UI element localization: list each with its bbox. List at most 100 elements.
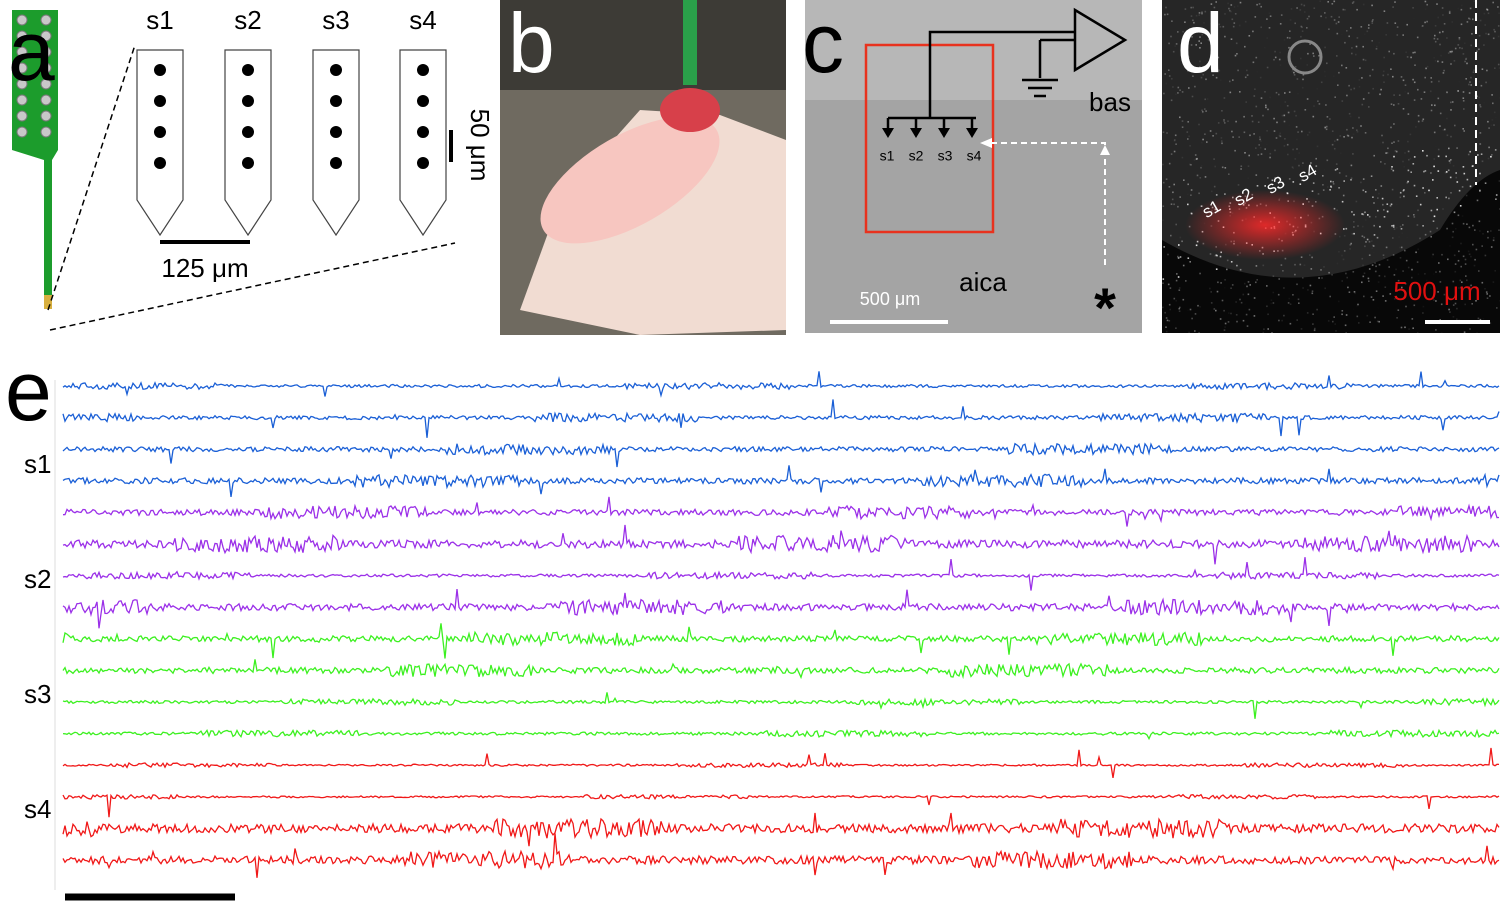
speck bbox=[1448, 12, 1451, 14]
speck bbox=[1405, 51, 1407, 54]
speck bbox=[1423, 91, 1426, 93]
speck bbox=[1479, 190, 1481, 192]
speck bbox=[1377, 307, 1379, 309]
speck bbox=[1407, 113, 1410, 115]
photo-animal bbox=[540, 116, 720, 244]
speck bbox=[1237, 69, 1239, 72]
speck bbox=[1221, 110, 1223, 112]
speck bbox=[1368, 254, 1371, 256]
speck bbox=[1315, 165, 1318, 167]
speck bbox=[1437, 170, 1440, 172]
speck bbox=[1443, 293, 1446, 296]
speck bbox=[1421, 120, 1424, 122]
speck bbox=[1165, 330, 1168, 333]
photo-texture bbox=[1162, 0, 1500, 335]
speck bbox=[1267, 313, 1269, 316]
speck bbox=[1406, 56, 1409, 58]
speck bbox=[1211, 190, 1213, 193]
speck bbox=[1213, 308, 1216, 310]
speck bbox=[1498, 12, 1500, 15]
speck bbox=[1260, 26, 1262, 29]
speck bbox=[1216, 290, 1219, 293]
speck bbox=[1453, 211, 1456, 214]
speck bbox=[1491, 154, 1493, 156]
speck bbox=[1332, 181, 1334, 183]
speck bbox=[1478, 96, 1481, 99]
speck bbox=[1392, 237, 1394, 239]
speck bbox=[1195, 14, 1198, 17]
speck bbox=[1188, 331, 1190, 334]
speck bbox=[1204, 176, 1207, 178]
speck bbox=[1194, 330, 1196, 332]
speck bbox=[1424, 21, 1426, 24]
speck bbox=[1389, 293, 1392, 295]
speck bbox=[1227, 312, 1230, 314]
speck bbox=[1407, 150, 1410, 153]
speck bbox=[1235, 120, 1237, 123]
speck bbox=[1372, 245, 1375, 247]
speck bbox=[1333, 0, 1336, 3]
speck bbox=[1396, 26, 1399, 28]
speck bbox=[1461, 47, 1463, 50]
speck bbox=[1479, 230, 1481, 232]
speck bbox=[1371, 247, 1373, 249]
speck bbox=[1258, 3, 1261, 5]
speck bbox=[1329, 189, 1331, 191]
speck bbox=[1178, 287, 1181, 289]
speck bbox=[1437, 148, 1440, 151]
speck bbox=[1470, 284, 1472, 287]
speck bbox=[1414, 64, 1416, 66]
speck bbox=[1434, 59, 1437, 62]
speck bbox=[1493, 124, 1495, 126]
speck bbox=[1397, 309, 1400, 311]
photo-background bbox=[805, 0, 1142, 100]
speck bbox=[1329, 295, 1331, 298]
speck bbox=[1382, 70, 1385, 73]
speck bbox=[1192, 6, 1194, 9]
speck bbox=[1170, 234, 1172, 237]
speck bbox=[1341, 310, 1344, 312]
photo-bubble bbox=[1287, 39, 1323, 75]
pad bbox=[16, 110, 28, 122]
speck bbox=[1459, 279, 1462, 282]
speck bbox=[1348, 112, 1351, 115]
speck bbox=[1457, 214, 1460, 217]
speck bbox=[1336, 168, 1339, 170]
speck bbox=[1466, 279, 1468, 282]
trace bbox=[62, 496, 1500, 527]
speck bbox=[1465, 58, 1467, 60]
speck bbox=[1437, 155, 1440, 158]
speck bbox=[1175, 94, 1177, 96]
speck bbox=[1433, 295, 1435, 298]
scale-label: 500 μm bbox=[860, 289, 920, 309]
speck bbox=[1274, 149, 1276, 152]
speck bbox=[1267, 177, 1269, 179]
speck bbox=[1450, 109, 1452, 111]
speck bbox=[1326, 62, 1328, 65]
speck bbox=[1251, 115, 1253, 117]
speck bbox=[1328, 28, 1330, 30]
speck bbox=[1430, 77, 1432, 79]
speck bbox=[1391, 142, 1393, 144]
speck bbox=[1333, 19, 1336, 21]
speck bbox=[1432, 179, 1434, 181]
speck bbox=[1409, 133, 1412, 136]
speck bbox=[1431, 256, 1433, 258]
speck bbox=[1255, 265, 1258, 267]
electrode-site bbox=[330, 126, 342, 138]
speck bbox=[1397, 103, 1400, 105]
speck bbox=[1453, 60, 1456, 62]
speck bbox=[1396, 204, 1398, 206]
speck bbox=[1266, 18, 1268, 20]
speck bbox=[1476, 199, 1479, 202]
speck bbox=[1178, 307, 1180, 310]
speck bbox=[1488, 146, 1490, 149]
speck bbox=[1452, 316, 1455, 318]
speck bbox=[1373, 252, 1375, 254]
speck bbox=[1433, 158, 1436, 160]
speck bbox=[1368, 106, 1370, 108]
speck bbox=[1201, 142, 1203, 144]
speck bbox=[1282, 270, 1284, 272]
speck bbox=[1309, 254, 1311, 256]
panel-b: b bbox=[500, 0, 786, 335]
